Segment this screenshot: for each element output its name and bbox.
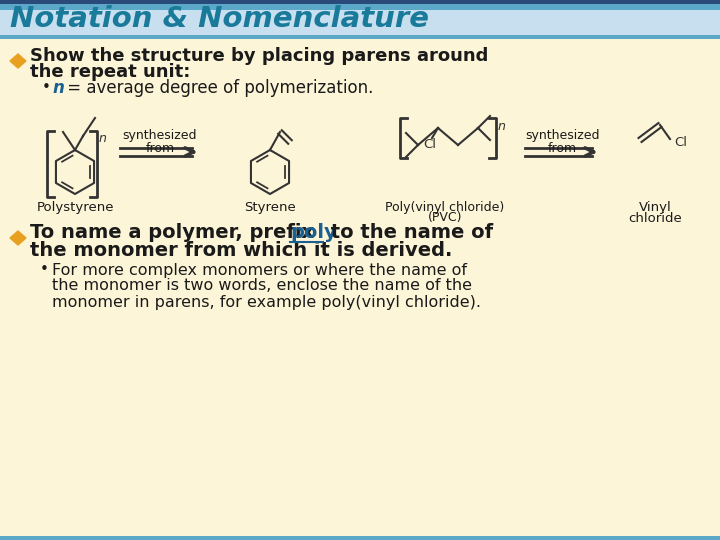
Text: chloride: chloride (628, 212, 682, 225)
Text: the monomer from which it is derived.: the monomer from which it is derived. (30, 241, 452, 260)
Text: Cl: Cl (423, 138, 436, 151)
Text: synthesized: synthesized (122, 130, 197, 143)
Text: from: from (548, 141, 577, 154)
Text: n: n (52, 79, 64, 97)
Text: Notation & Nomenclature: Notation & Nomenclature (10, 5, 429, 33)
Text: (PVC): (PVC) (428, 212, 462, 225)
Text: the monomer is two words, enclose the name of the: the monomer is two words, enclose the na… (52, 279, 472, 294)
Bar (0, 4, 720, 10)
Polygon shape (10, 54, 26, 68)
Text: = average degree of polymerization.: = average degree of polymerization. (62, 79, 374, 97)
Text: To name a polymer, prefix: To name a polymer, prefix (30, 224, 321, 242)
Text: Styrene: Styrene (244, 200, 296, 213)
Text: to the name of: to the name of (324, 224, 493, 242)
Text: •: • (40, 262, 49, 278)
Text: n: n (498, 119, 506, 132)
Text: Cl: Cl (674, 137, 687, 150)
Text: the repeat unit:: the repeat unit: (30, 63, 190, 81)
Text: For more complex monomers or where the name of: For more complex monomers or where the n… (52, 262, 467, 278)
Bar (0, 0, 720, 35)
Text: Polystyrene: Polystyrene (36, 200, 114, 213)
Text: Show the structure by placing parens around: Show the structure by placing parens aro… (30, 47, 488, 65)
Text: Poly(vinyl chloride): Poly(vinyl chloride) (385, 200, 505, 213)
Text: monomer in parens, for example poly(vinyl chloride).: monomer in parens, for example poly(viny… (52, 294, 481, 309)
Text: •: • (42, 80, 51, 96)
Text: poly: poly (290, 224, 337, 242)
Bar (0, 536, 720, 540)
Bar (0, 35, 720, 39)
Polygon shape (10, 231, 26, 245)
Text: synthesized: synthesized (526, 130, 600, 143)
Text: from: from (145, 141, 174, 154)
Text: n: n (99, 132, 107, 145)
Bar (0, 0, 720, 4)
Text: Vinyl: Vinyl (639, 200, 671, 213)
